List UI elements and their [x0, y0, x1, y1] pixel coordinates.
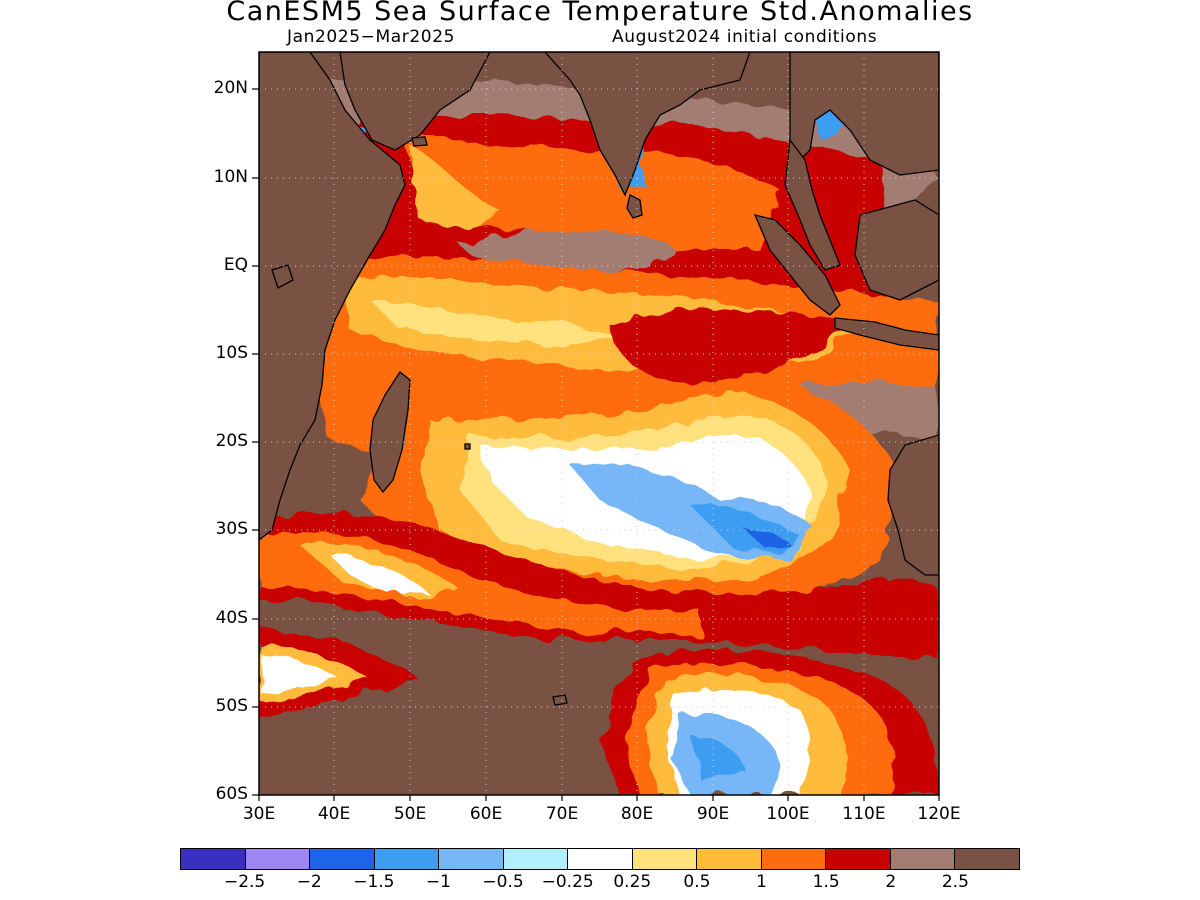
- colorbar-label: 1.5: [812, 872, 840, 892]
- colorbar-label: −2.5: [223, 872, 266, 892]
- anomaly-region: [610, 309, 850, 385]
- anomaly-region: [400, 130, 780, 250]
- land-masses: [259, 52, 939, 706]
- lon-label-50e: 50E: [393, 804, 427, 824]
- colorbar-label: −0.5: [482, 872, 524, 892]
- lon-label-90e: 90E: [696, 804, 730, 824]
- landmass-arabia: [339, 52, 491, 151]
- colorbar: [180, 848, 1020, 870]
- landmass-india: [544, 52, 751, 197]
- landmass-island: [552, 694, 568, 706]
- colorbar-swatch: [503, 849, 569, 869]
- colorbar-swatch: [568, 849, 633, 869]
- colorbar-swatch: [890, 849, 956, 869]
- anomaly-region: [745, 529, 790, 548]
- axis-ticks: [252, 88, 940, 801]
- anomaly-region: [259, 512, 939, 660]
- colorbar-swatch: [632, 849, 698, 869]
- colorbar-label: 2.5: [941, 872, 969, 892]
- anomaly-region: [330, 555, 430, 595]
- lon-label-30e: 30E: [242, 804, 276, 824]
- lat-label-30s: 30S: [215, 519, 248, 539]
- colorbar-swatch: [245, 849, 311, 869]
- landmass-island: [464, 443, 471, 450]
- landmass-malay-peninsula: [784, 138, 841, 271]
- map-title: CanESM5 Sea Surface Temperature Std.Anom…: [226, 0, 974, 27]
- colorbar-swatch: [374, 849, 440, 869]
- lon-label-60e: 60E: [469, 804, 503, 824]
- anomaly-region: [800, 381, 939, 440]
- lat-label-40s: 40S: [215, 608, 248, 628]
- landmass-africa: [259, 52, 406, 541]
- colorbar-swatch: [826, 849, 891, 869]
- anomaly-region: [460, 231, 675, 271]
- anomaly-region: [690, 735, 745, 780]
- colorbar-label: −2: [296, 872, 322, 892]
- colorbar-label: 0.25: [613, 872, 652, 892]
- landmass-socotra: [411, 136, 428, 147]
- colorbar-swatch: [439, 849, 504, 869]
- colorbar-label: 2: [885, 872, 897, 892]
- anomaly-region: [370, 300, 620, 345]
- lat-label-20s: 20S: [215, 431, 248, 451]
- lon-label-70e: 70E: [545, 804, 579, 824]
- initial-conditions: August2024 initial conditions: [612, 27, 878, 47]
- lon-label-80e: 80E: [620, 804, 654, 824]
- landmass-sri-lanka: [626, 194, 643, 219]
- landmass-island: [271, 264, 294, 289]
- lon-label-120e: 120E: [917, 804, 961, 824]
- lat-label-60s: 60S: [215, 784, 248, 804]
- anomaly-region: [262, 655, 340, 695]
- landmass-madagascar: [369, 371, 411, 494]
- lat-label-50s: 50S: [215, 696, 248, 716]
- lat-label-eq: EQ: [223, 255, 248, 275]
- map-frame: [258, 51, 940, 796]
- lon-label-100e: 100E: [766, 804, 810, 824]
- colorbar-swatch: [761, 849, 827, 869]
- colorbar-label: −0.25: [541, 872, 594, 892]
- colorbar-swatch: [181, 849, 246, 869]
- landmass-australia: [887, 434, 939, 576]
- landmass-borneo: [854, 199, 939, 301]
- colorbar-label: 0.5: [683, 872, 711, 892]
- lat-label-10s: 10S: [215, 343, 248, 363]
- colorbar-swatch: [697, 849, 762, 869]
- lat-label-20n: 20N: [213, 78, 248, 98]
- colorbar-swatch: [310, 849, 375, 869]
- colorbar-swatch: [955, 849, 1019, 869]
- lon-label-110e: 110E: [842, 804, 886, 824]
- colorbar-label: −1.5: [353, 872, 395, 892]
- lon-label-40e: 40E: [317, 804, 351, 824]
- forecast-period: Jan2025−Mar2025: [287, 27, 456, 47]
- landmass-java: [834, 317, 939, 351]
- lat-label-10n: 10N: [213, 167, 248, 187]
- colorbar-label: −1: [425, 872, 451, 892]
- anomaly-region: [410, 145, 500, 230]
- colorbar-label: 1: [756, 872, 767, 892]
